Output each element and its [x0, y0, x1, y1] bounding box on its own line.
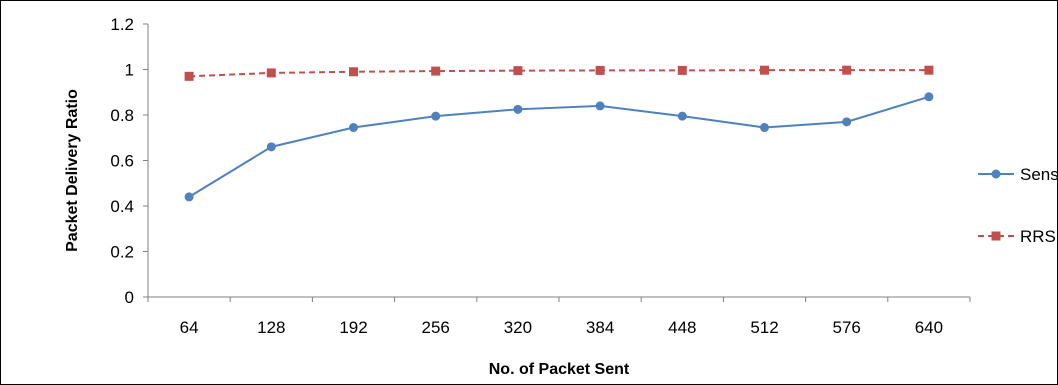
x-tick-label: 384	[586, 318, 614, 337]
data-point-sensorant	[266, 142, 276, 152]
y-tick-label: 0.4	[110, 197, 134, 216]
data-point-rrseb	[760, 65, 769, 75]
series-rrseb	[184, 65, 934, 81]
data-point-sensorant	[184, 192, 194, 202]
y-axis-title: Packet Delivery Ratio	[64, 89, 81, 252]
y-tick-label: 1	[125, 61, 134, 80]
y-tick-label: 0.6	[110, 152, 134, 171]
x-tick-label: 128	[257, 318, 285, 337]
y-ticks: 0 0.2 0.4 0.6 0.8 1 1.2	[110, 15, 148, 307]
data-point-sensorant	[760, 123, 769, 133]
legend-marker	[991, 169, 1001, 179]
x-tick-label: 576	[833, 318, 861, 337]
data-point-rrseb	[349, 67, 358, 77]
data-point-rrseb	[431, 66, 441, 76]
data-point-sensorant	[842, 117, 852, 127]
x-tick-label: 640	[915, 318, 943, 337]
y-tick-label: 0.2	[110, 243, 134, 262]
x-tick-label: 192	[339, 318, 367, 337]
data-point-rrseb	[266, 68, 276, 78]
y-tick-label: 1.2	[110, 15, 134, 34]
legend-label: RRSEB	[1020, 227, 1058, 246]
x-tick-label: 320	[504, 318, 532, 337]
x-tick-label: 512	[750, 318, 778, 337]
data-point-sensorant	[924, 92, 934, 102]
series-sensorant	[184, 92, 934, 202]
y-tick-label: 0	[125, 288, 134, 307]
legend-marker	[991, 231, 1001, 241]
data-point-sensorant	[431, 111, 441, 121]
x-tick-label: 64	[180, 318, 199, 337]
legend-label: SensorAnt	[1020, 165, 1058, 184]
x-tick-label: 256	[422, 318, 450, 337]
data-point-rrseb	[595, 65, 605, 75]
data-point-sensorant	[595, 101, 605, 111]
data-point-rrseb	[924, 65, 934, 75]
legend: SensorAnt RRSEB	[978, 165, 1058, 246]
x-tick-label: 448	[668, 318, 696, 337]
legend-item-sensorant: SensorAnt	[978, 165, 1058, 184]
series-line-sensorant	[188, 95, 930, 198]
y-tick-label: 0.8	[110, 106, 134, 125]
data-point-sensorant	[513, 104, 523, 114]
x-ticks: 64 128 192 256 320 384 448 512 576 640	[147, 297, 971, 337]
data-point-rrseb	[184, 71, 194, 81]
data-point-sensorant	[349, 123, 358, 133]
data-point-sensorant	[677, 111, 687, 121]
data-point-rrseb	[513, 66, 523, 76]
series-line-rrseb	[189, 69, 929, 78]
x-axis-title: No. of Packet Sent	[489, 361, 630, 378]
data-point-rrseb	[677, 65, 687, 75]
data-point-rrseb	[842, 65, 852, 75]
series	[184, 65, 934, 202]
legend-item-rrseb: RRSEB	[978, 227, 1058, 246]
